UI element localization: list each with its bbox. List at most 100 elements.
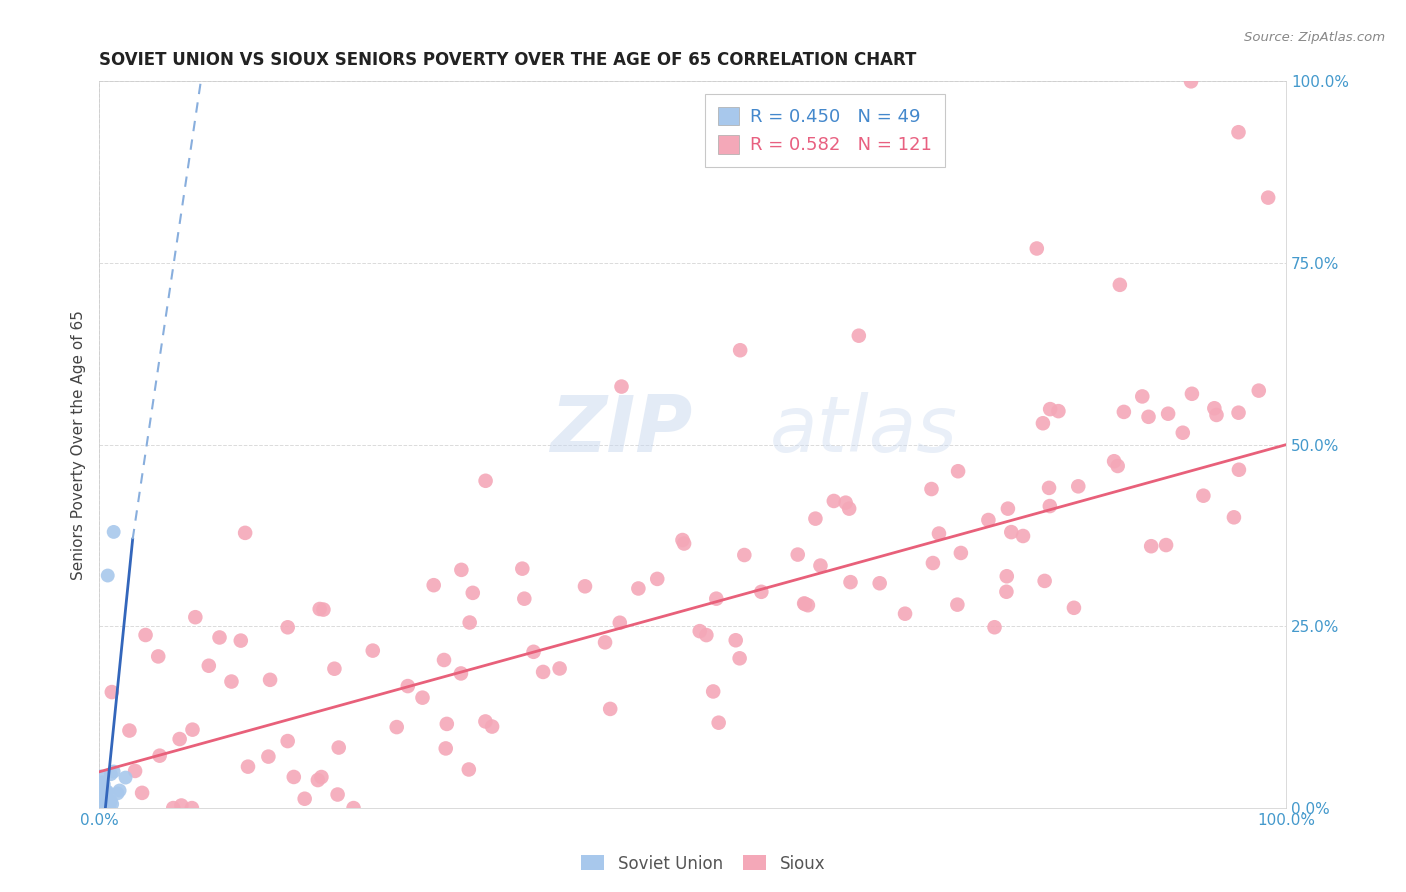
Point [94,789,117,803]
Point [1137,409,1160,424]
Point [326,788,349,802]
Point [114,771,136,785]
Point [995,569,1018,583]
Point [599,702,621,716]
Point [308,602,330,616]
Point [434,741,457,756]
Point [342,801,364,815]
Point [91,786,114,800]
Point [1227,125,1250,139]
Point [1039,499,1062,513]
Point [100,794,122,808]
Legend: R = 0.450   N = 49, R = 0.582   N = 121: R = 0.450 N = 49, R = 0.582 N = 121 [704,94,945,167]
Point [124,764,146,778]
Point [728,651,751,665]
Point [91,775,114,789]
Point [197,658,219,673]
Point [574,579,596,593]
Text: SOVIET UNION VS SIOUX SENIORS POVERTY OVER THE AGE OF 65 CORRELATION CHART: SOVIET UNION VS SIOUX SENIORS POVERTY OV… [100,51,917,69]
Point [90,788,112,802]
Point [1154,538,1177,552]
Point [229,633,252,648]
Point [98,799,121,814]
Point [1205,408,1227,422]
Point [1032,416,1054,430]
Point [695,628,717,642]
Point [1171,425,1194,440]
Point [108,783,131,797]
Point [1247,384,1270,398]
Point [89,787,111,801]
Point [208,631,231,645]
Point [450,666,472,681]
Point [101,685,124,699]
Point [91,795,114,809]
Point [1180,74,1202,88]
Point [259,673,281,687]
Point [91,783,114,797]
Point [474,474,496,488]
Point [1067,479,1090,493]
Point [283,770,305,784]
Point [1192,489,1215,503]
Point [307,773,329,788]
Point [107,786,129,800]
Point [949,546,972,560]
Point [90,789,112,803]
Point [1107,458,1129,473]
Point [457,763,479,777]
Point [96,785,118,799]
Point [89,780,111,795]
Point [93,798,115,813]
Point [704,591,727,606]
Point [627,582,650,596]
Point [995,584,1018,599]
Point [277,734,299,748]
Point [328,740,350,755]
Point [1000,525,1022,540]
Point [461,586,484,600]
Point [702,684,724,698]
Point [983,620,1005,634]
Point [848,328,870,343]
Point [97,795,120,809]
Point [149,748,172,763]
Point [184,610,207,624]
Point [91,800,114,814]
Point [103,764,125,779]
Point [610,379,633,393]
Point [1047,404,1070,418]
Point [361,643,384,657]
Point [1157,407,1180,421]
Point [436,717,458,731]
Point [323,662,346,676]
Point [90,788,112,802]
Point [96,795,118,809]
Point [1140,539,1163,553]
Point [671,533,693,547]
Point [510,562,533,576]
Point [411,690,433,705]
Point [946,464,969,478]
Point [91,795,114,809]
Point [481,720,503,734]
Point [1204,401,1226,416]
Point [91,780,114,795]
Point [1130,389,1153,403]
Point [997,501,1019,516]
Point [946,598,969,612]
Point [90,778,112,792]
Point [131,786,153,800]
Text: Source: ZipAtlas.com: Source: ZipAtlas.com [1244,31,1385,45]
Point [689,624,711,639]
Point [148,649,170,664]
Point [839,575,862,590]
Point [707,715,730,730]
Point [294,791,316,805]
Point [804,511,827,525]
Point [1012,529,1035,543]
Point [834,496,856,510]
Point [733,548,755,562]
Point [797,598,820,612]
Point [89,790,111,805]
